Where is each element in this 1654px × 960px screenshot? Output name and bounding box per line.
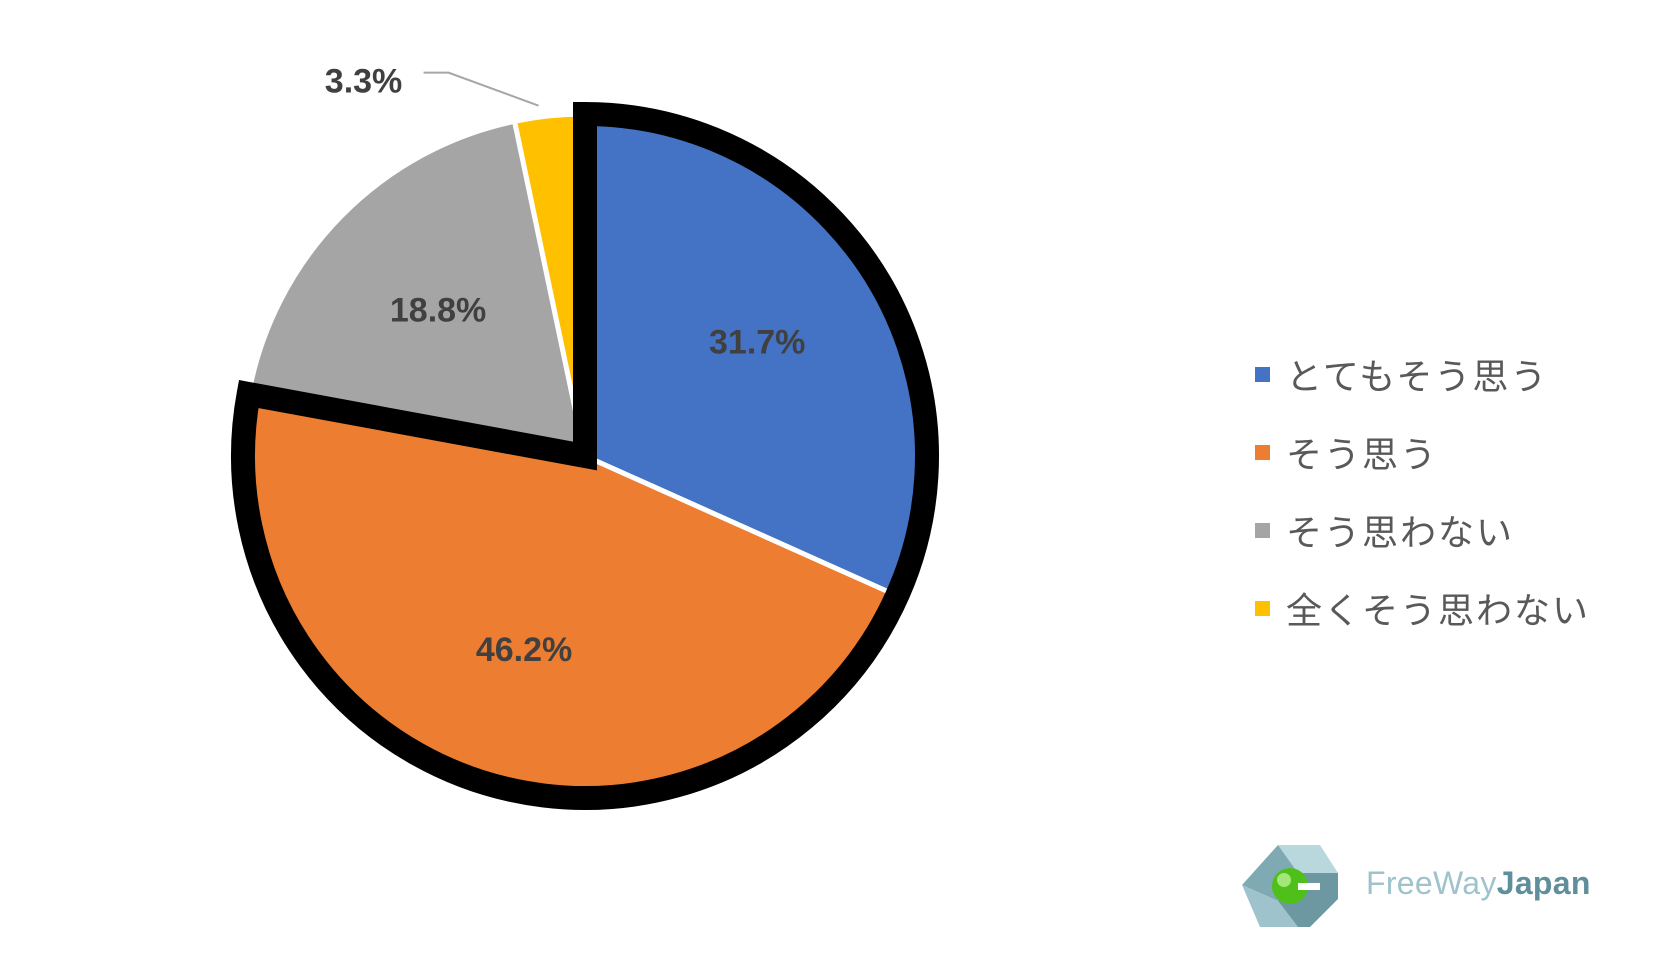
label-3-3: 3.3% [325, 63, 403, 101]
legend-swatch [1255, 522, 1270, 538]
logo-text-freeway: FreeWay [1366, 865, 1497, 901]
highlight-outline [231, 101, 939, 810]
legend-swatch [1255, 600, 1270, 616]
legend-swatch [1255, 444, 1270, 460]
legend-label: そう思う [1286, 435, 1439, 476]
legend-item-sou: そう思う [1255, 413, 1590, 491]
logo-text-japan: Japan [1496, 865, 1591, 901]
legend: とてもそう思う そう思う そう思わない 全くそう思わない [1255, 335, 1590, 647]
legend-label: そう思わない [1286, 513, 1515, 554]
slice-sou-omowanai [246, 118, 588, 459]
label-46-2: 46.2% [476, 631, 572, 669]
logo-mark-icon [1242, 845, 1338, 927]
legend-item-souomowanai: そう思わない [1255, 491, 1590, 569]
legend-label: 全くそう思わない [1286, 591, 1591, 632]
legend-label: とてもそう思う [1286, 357, 1549, 398]
logo-text: FreeWayJapan [1366, 865, 1591, 902]
label-31-7: 31.7% [709, 323, 805, 361]
legend-item-mattaku: 全くそう思わない [1255, 569, 1590, 647]
legend-swatch [1255, 366, 1270, 382]
legend-item-totemo: とてもそう思う [1255, 335, 1590, 413]
label-18-8: 18.8% [390, 292, 486, 330]
leader-line [423, 71, 539, 107]
freewayjapan-logo: FreeWayJapan [1238, 843, 1618, 928]
